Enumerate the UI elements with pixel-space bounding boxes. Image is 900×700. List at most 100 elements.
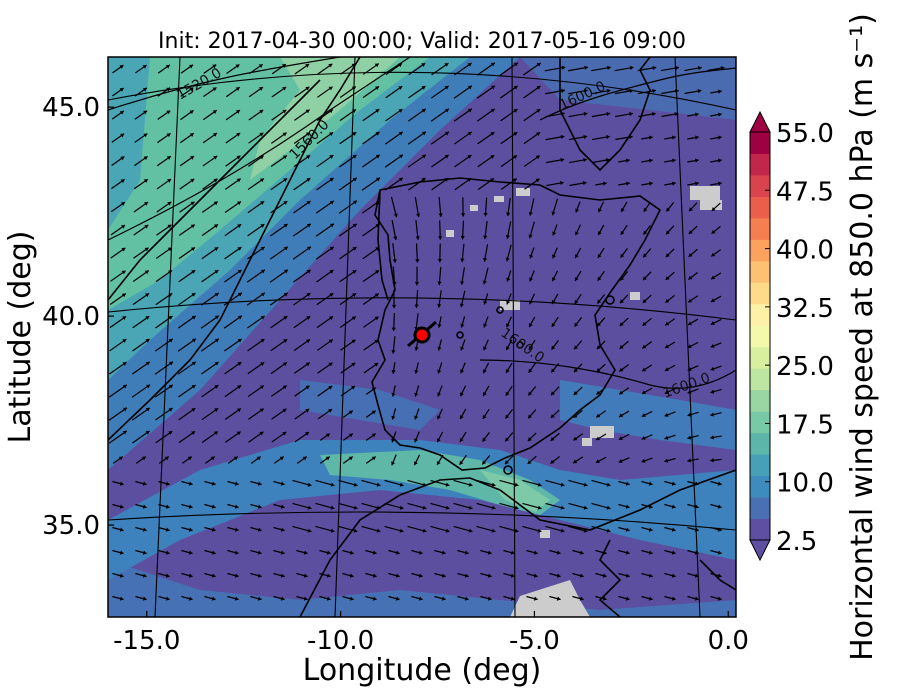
wind-arrow-head [259,431,264,436]
wind-arrow-head [717,481,722,486]
wind-arrow-head [574,276,579,281]
wind-arrow-head [537,505,542,510]
wind-arrow [154,361,174,375]
wind-arrow [132,430,150,444]
wind-arrow-head [165,596,170,601]
wind-arrow-head [717,504,722,509]
wind-arrow-head [506,277,511,282]
wind-arrow-head [191,431,196,436]
wind-arrow-head [606,528,611,533]
wind-arrow-head [574,299,579,304]
wind-arrow [431,154,449,168]
wind-arrow-head [711,252,716,257]
wind-arrow-head [483,323,488,328]
wind-arrow-head [665,275,670,280]
wind-arrow [362,246,380,260]
wind-arrow-head [437,392,442,397]
wind-arrow-head [437,304,442,308]
wind-arrow-head [441,550,446,555]
wind-arrow-head [211,550,216,555]
wind-arrow [522,62,542,76]
wind-arrow-head [376,505,381,510]
wind-arrow-head [259,178,264,183]
wind-arrow-head [305,109,310,114]
wind-arrow-head [165,64,170,69]
wind-arrow-head [280,504,285,509]
x-tick-label: -15.0 [113,626,180,656]
wind-arrow-head [328,385,333,390]
wind-arrow-head [665,298,670,303]
wind-arrow [155,407,173,421]
wind-arrow-head [166,133,171,138]
wind-arrow-head [165,504,170,509]
colorbar-frame [749,131,771,541]
wind-arrow-head [391,415,396,420]
wind-arrow-head [167,224,172,229]
wind-arrow-head [551,211,556,216]
wind-arrow-head [188,596,193,601]
wind-arrow-head [119,573,124,578]
wind-arrow-head [445,482,450,487]
wind-arrow [178,384,196,398]
wind-arrow-head [237,338,242,343]
wind-arrow-head [717,527,722,532]
wind-arrow-head [672,135,676,140]
wind-arrow-head [528,211,533,216]
wind-arrow [477,131,495,145]
wind-arrow [384,131,404,145]
wind-arrow-head [688,275,693,280]
wind-arrow-head [303,550,308,555]
wind-arrow-head [210,456,215,461]
wind-arrow-head [648,596,653,601]
wind-arrow-head [491,482,496,487]
wind-arrow-head [506,323,510,328]
wind-arrow-head [237,224,242,228]
wind-arrow-head [618,459,623,463]
wind-arrow [362,131,380,145]
wind-arrow-head [348,410,353,415]
wind-arrow-head [536,86,541,90]
wind-arrow-head [652,88,656,94]
wind-arrow-head [528,391,533,396]
wind-arrow-head [642,367,647,372]
wind-arrow-head [437,346,442,351]
wind-arrow-head [505,437,510,442]
wind-arrow-head [351,386,356,390]
wind-arrow-head [328,339,333,344]
wind-arrow-head [237,247,242,251]
wind-arrow-head [560,180,564,186]
wind-arrow-head [584,65,588,70]
wind-arrow-head [648,504,653,509]
wind-arrow-head [513,132,518,136]
wind-arrow-head [551,368,556,373]
wind-arrow-head [325,433,330,438]
wind-arrow-head [460,392,464,397]
wind-arrow-head [460,346,465,351]
wind-arrow-head [283,292,288,297]
wind-arrow-head [283,339,288,343]
wind-arrow-head [212,110,217,114]
wind-arrow-head [619,322,624,326]
wind-arrow [246,292,266,306]
wind-arrow-head [421,63,426,67]
wind-arrow-head [467,155,472,159]
wind-arrow-head [399,505,404,510]
x-tick-label: 0.0 [708,626,749,656]
wind-arrow-head [687,367,692,371]
wind-arrow-head [119,527,124,532]
wind-arrow-head [583,482,588,487]
wind-arrow-head [164,456,169,461]
wind-arrow-head [528,234,533,239]
wind-arrow-head [527,437,532,442]
wind-arrow-head [718,158,722,163]
wind-arrow-head [482,257,488,262]
y-tick-label: 40.0 [42,302,100,332]
wind-arrow [200,315,220,329]
wind-arrow-head [506,300,511,305]
wind-arrow-head [414,415,419,420]
colorbar-segment [750,174,770,197]
wind-arrow-head [643,253,648,258]
wind-arrow-head [552,254,557,259]
wind-arrow-head [441,573,446,578]
wind-arrow-head [536,109,541,113]
